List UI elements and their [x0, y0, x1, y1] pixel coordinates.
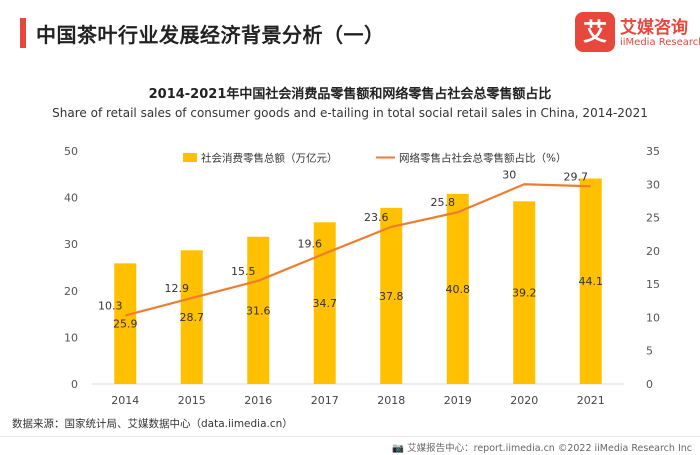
legend-line-label: 网络零售占社会总零售额占比（%）: [399, 152, 566, 165]
bar-2021: [579, 178, 602, 384]
x-tick-label: 2015: [178, 394, 206, 407]
footer-text: 艾媒报告中心：report.iimedia.cn ©2022 iiMedia R…: [407, 443, 692, 454]
bar-2020: [513, 201, 536, 384]
line-value-label: 30: [502, 168, 516, 181]
bar-value-label: 25.9: [113, 318, 138, 331]
bar-2016: [247, 236, 270, 384]
y-right-tick-label: 0: [646, 378, 653, 391]
chart-subtitle: Share of retail sales of consumer goods …: [52, 106, 648, 120]
title-accent-bar: [20, 18, 26, 48]
x-tick-label: 2021: [577, 394, 605, 407]
y-right-tick-label: 20: [646, 245, 660, 258]
y-right-tick-label: 10: [646, 311, 660, 324]
y-left-tick-label: 10: [64, 331, 78, 344]
bar-2015: [180, 250, 203, 384]
legend-bar-swatch: [183, 153, 197, 162]
bar-value-label: 44.1: [579, 275, 604, 288]
y-left-tick-label: 30: [64, 238, 78, 251]
bar-2019: [446, 193, 469, 384]
bar-value-label: 34.7: [313, 297, 338, 310]
line-value-label: 19.6: [298, 238, 323, 251]
legend-bar-label: 社会消费零售总额（万亿元）: [201, 152, 338, 165]
line-value-label: 29.7: [564, 170, 589, 183]
logo-name-cn: 艾媒咨询: [620, 18, 688, 38]
logo-mark: 艾: [575, 12, 615, 52]
bar-value-label: 37.8: [379, 290, 404, 303]
y-left-tick-label: 40: [64, 192, 78, 205]
line-value-label: 15.5: [231, 265, 256, 278]
logo-name-en: iiMedia Research: [620, 37, 700, 48]
y-right-tick-label: 35: [646, 145, 660, 158]
bar-2014: [114, 263, 137, 384]
y-right-tick-label: 25: [646, 212, 660, 225]
bar-value-label: 40.8: [446, 283, 471, 296]
page-title: 中国茶叶行业发展经济背景分析（一）: [36, 23, 385, 47]
y-left-tick-label: 0: [71, 378, 78, 391]
line-value-label: 25.8: [431, 196, 456, 209]
y-right-tick-label: 5: [646, 345, 653, 358]
brand-logo: 艾 艾媒咨询 iiMedia Research: [575, 12, 700, 56]
data-source: 数据来源：国家统计局、艾媒数据中心（data.iimedia.cn）: [12, 418, 293, 430]
y-right-tick-label: 15: [646, 278, 660, 291]
bar-value-label: 28.7: [180, 311, 205, 324]
x-tick-label: 2018: [377, 394, 405, 407]
bar-2017: [313, 222, 336, 384]
x-tick-label: 2014: [111, 394, 139, 407]
line-value-label: 12.9: [165, 282, 190, 295]
bar-value-label: 31.6: [246, 304, 271, 317]
x-tick-label: 2016: [244, 394, 272, 407]
line-series: [124, 183, 591, 317]
x-tick-label: 2019: [444, 394, 472, 407]
chart-title: 2014-2021年中国社会消费品零售额和网络零售占社会总零售额占比: [148, 87, 552, 102]
x-tick-label: 2017: [311, 394, 339, 407]
x-tick-label: 2020: [510, 394, 538, 407]
camera-icon: 📷: [392, 443, 405, 454]
y-left-tick-label: 50: [64, 145, 78, 158]
line-value-label: 10.3: [98, 299, 123, 312]
line-value-label: 23.6: [364, 211, 389, 224]
footer-credit: 📷 艾媒报告中心：report.iimedia.cn ©2022 iiMedia …: [392, 440, 692, 454]
y-left-tick-label: 20: [64, 285, 78, 298]
bar-value-label: 39.2: [512, 287, 537, 300]
footer-divider: [0, 436, 700, 437]
bar-2018: [380, 207, 403, 384]
y-right-tick-label: 30: [646, 178, 660, 191]
